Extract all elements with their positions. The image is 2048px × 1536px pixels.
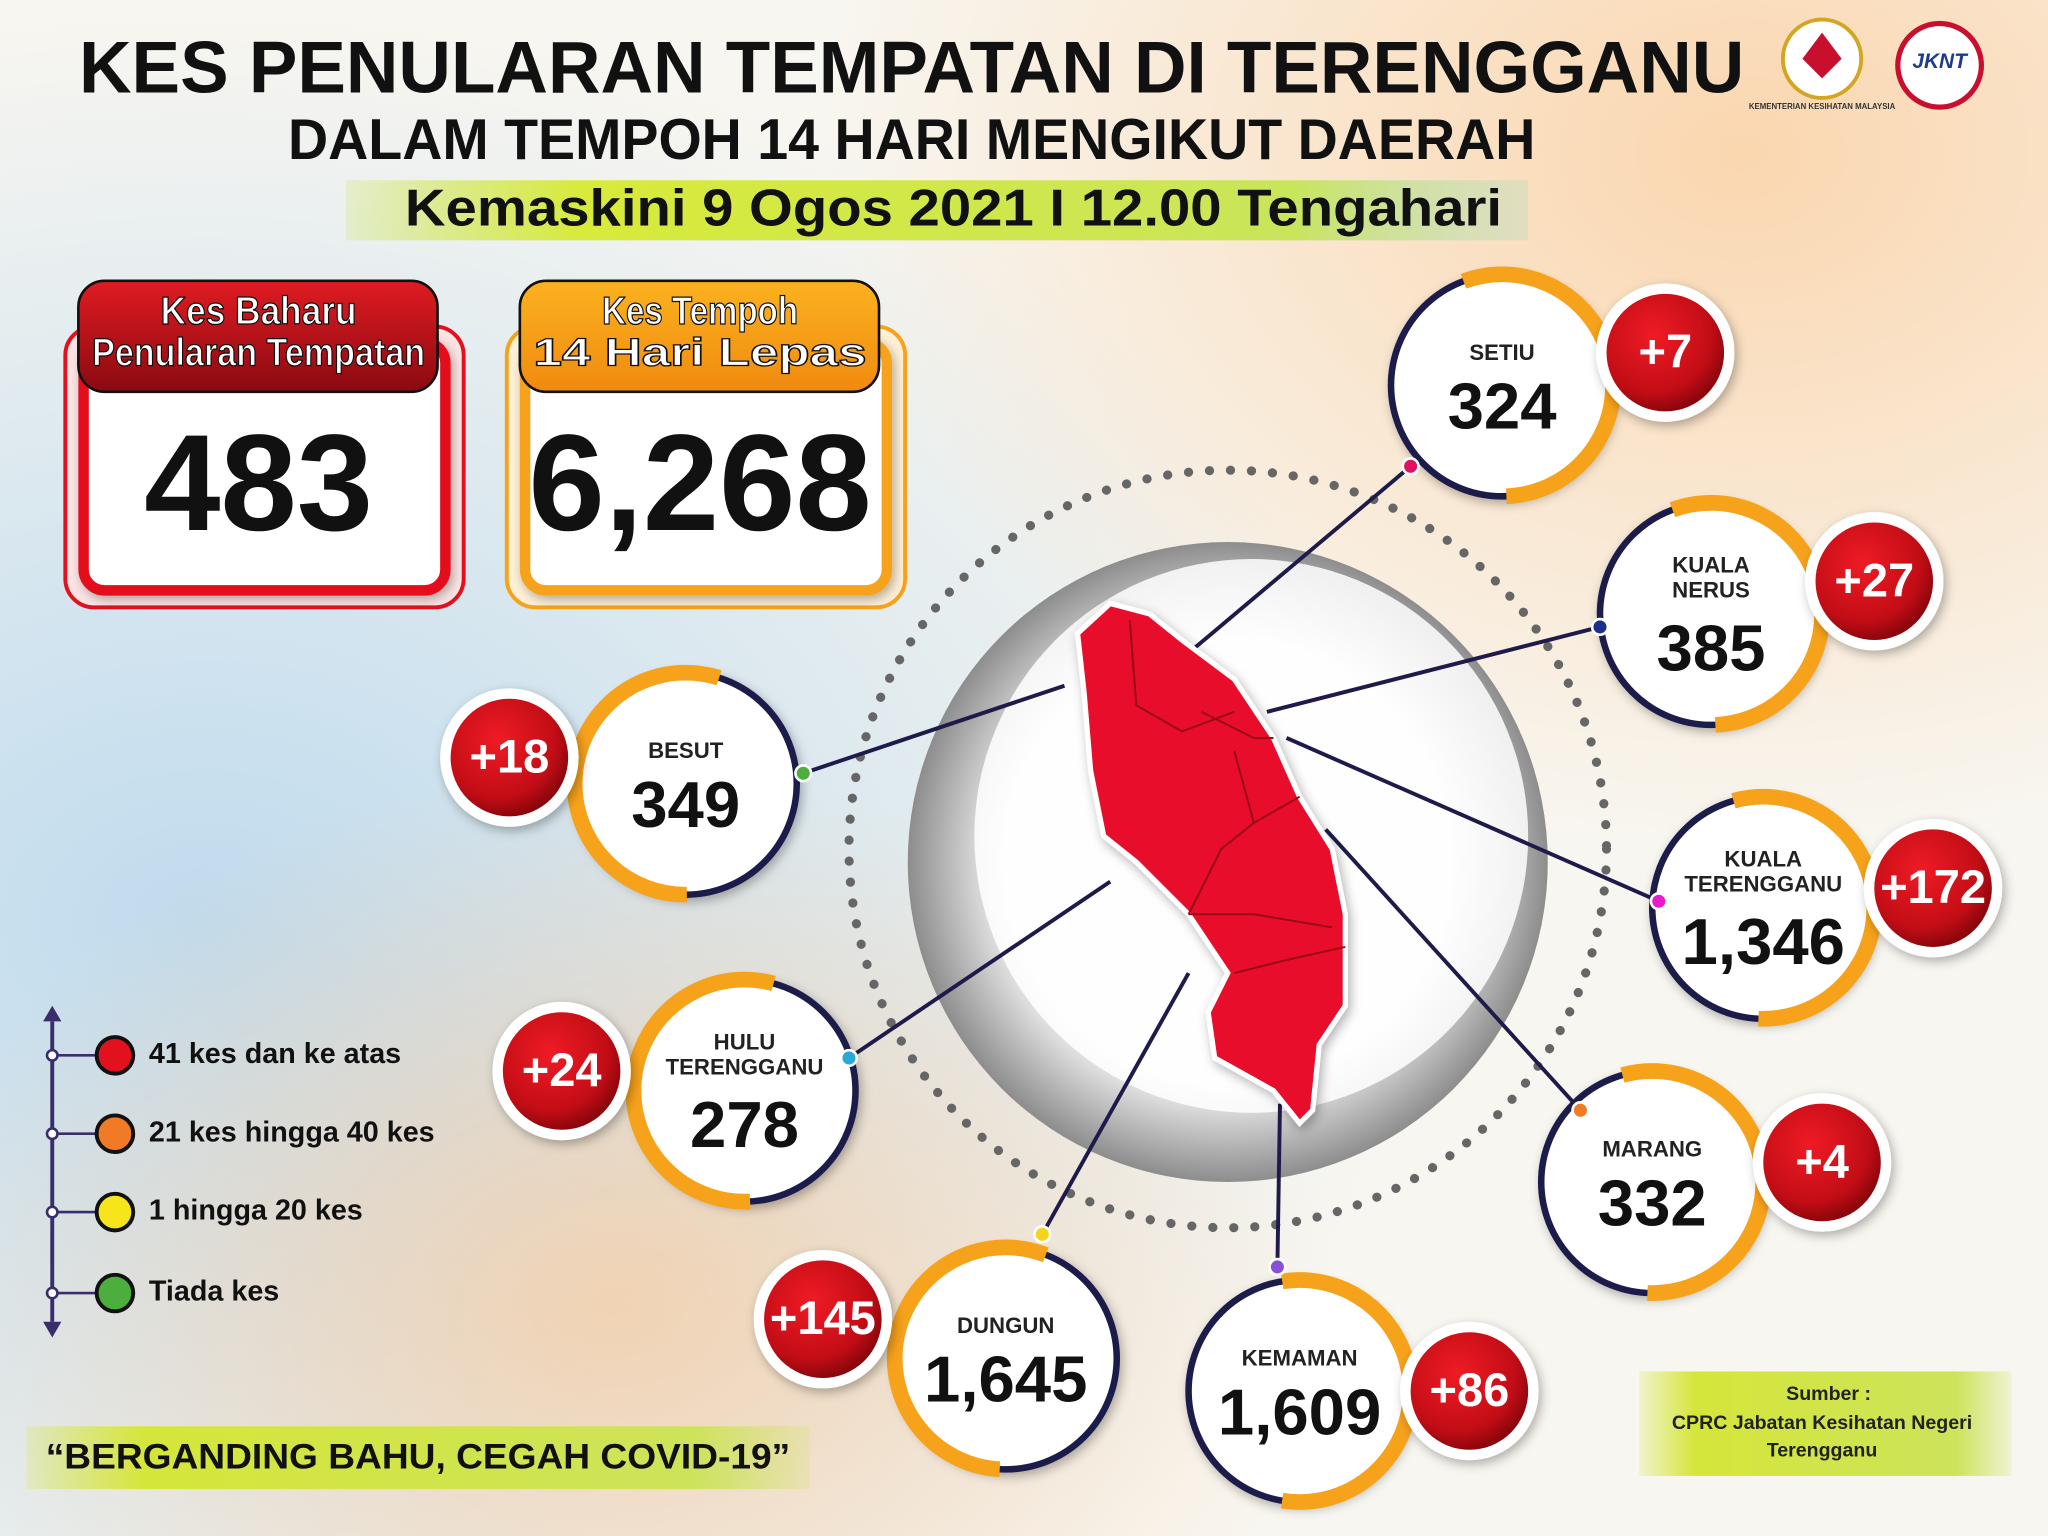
- connector-dot: [1033, 1225, 1052, 1244]
- district-new: +7: [1639, 325, 1693, 378]
- logo-jknt: [1895, 20, 1984, 110]
- district-total: 278: [690, 1088, 799, 1161]
- district-total: 349: [631, 768, 740, 841]
- badge: [1815, 522, 1934, 640]
- badge: [1410, 1332, 1529, 1450]
- badge: [450, 698, 569, 817]
- district-total: 332: [1598, 1166, 1707, 1239]
- district-name: KUALA: [1724, 847, 1802, 872]
- connector-line: [1187, 464, 1412, 655]
- connector-dot: [1268, 1257, 1287, 1277]
- subtitle: DALAM TEMPOH 14 HARI MENGIKUT DAERAH: [288, 108, 1535, 172]
- district-name: MARANG: [1602, 1137, 1702, 1162]
- connector-line: [802, 683, 1066, 776]
- district-ring-arc: [566, 664, 805, 903]
- connector-dot: [1649, 892, 1668, 911]
- connector-line: [1266, 625, 1601, 714]
- connector-line: [847, 880, 1112, 1060]
- summary-value: 6,268: [529, 407, 872, 560]
- legend-tick: [45, 1205, 59, 1219]
- badge: [1763, 1103, 1881, 1222]
- district-name: TERENGGANU: [666, 1054, 824, 1079]
- district-new: +86: [1430, 1363, 1510, 1416]
- summary-label: 14 Hari Lepas: [534, 332, 867, 375]
- legend-label: 21 kes hingga 40 kes: [149, 1116, 435, 1148]
- connector-line: [1324, 828, 1582, 1112]
- badge: [1606, 293, 1725, 412]
- district-new: +27: [1834, 553, 1914, 606]
- district-total: 1,609: [1218, 1375, 1381, 1448]
- dotted-ring: [844, 465, 1612, 1233]
- logo-jknt-text: JKNT: [1912, 50, 1969, 73]
- legend-label: 41 kes dan ke atas: [149, 1038, 401, 1070]
- district-ring-arc: [886, 1239, 1125, 1478]
- district-new: +24: [522, 1043, 602, 1096]
- summary-value: 483: [144, 407, 373, 560]
- legend-dot: [94, 1035, 136, 1076]
- legend-tick: [45, 1127, 59, 1141]
- legend-label: 1 hingga 20 kes: [149, 1195, 363, 1227]
- summary-label: Penularan Tempatan: [92, 332, 425, 375]
- logo-caption: KEMENTERIAN KESIHATAN MALAYSIA: [1749, 102, 1896, 111]
- summary-label: Kes Tempoh: [602, 290, 798, 333]
- legend-dot: [94, 1272, 136, 1314]
- slogan-banner: [26, 1426, 810, 1489]
- district-name: SETIU: [1469, 340, 1534, 365]
- source-label: Sumber :: [1786, 1383, 1871, 1405]
- logo-emblem: [1802, 32, 1842, 79]
- connector-dot: [794, 764, 813, 783]
- district-name: KEMAMAN: [1242, 1346, 1358, 1371]
- district-name: NERUS: [1672, 578, 1750, 603]
- update-date: Kemaskini 9 Ogos 2021 I 12.00 Tengahari: [405, 179, 1502, 237]
- source-banner: [1639, 1371, 2012, 1476]
- connector-dot: [1571, 1101, 1590, 1120]
- district-total: 1,645: [924, 1343, 1087, 1416]
- connector-dot: [1401, 457, 1420, 476]
- district-total: 385: [1657, 611, 1766, 684]
- district-name: DUNGUN: [957, 1313, 1054, 1338]
- district-name: BESUT: [648, 738, 724, 763]
- district-new: +145: [770, 1291, 876, 1344]
- slogan: “BERGANDING BAHU, CEGAH COVID-19”: [46, 1437, 790, 1476]
- title: KES PENULARAN TEMPATAN DI TERENGGANU: [79, 27, 1744, 108]
- connector-dot: [839, 1048, 859, 1068]
- badge: [1874, 829, 1992, 947]
- legend-tick: [45, 1286, 59, 1300]
- legend-dot: [94, 1191, 136, 1233]
- legend-label: Tiada kes: [149, 1276, 279, 1308]
- connector-line: [1285, 736, 1660, 904]
- update-banner: [346, 180, 1529, 241]
- legend-tick: [45, 1048, 59, 1062]
- district-total: 1,346: [1682, 905, 1845, 978]
- district-name: TERENGGANU: [1684, 871, 1842, 896]
- connector-line: [1275, 1103, 1282, 1267]
- legend-dot: [94, 1113, 136, 1154]
- district-group: SETIU324+7KUALANERUS385+27KUALATERENGGAN…: [440, 266, 2003, 1510]
- district-name: HULU: [714, 1029, 776, 1054]
- district-new: +18: [470, 730, 550, 783]
- source-text: CPRC Jabatan Kesihatan Negeri: [1672, 1412, 1972, 1434]
- terengganu-map: [1074, 600, 1348, 1128]
- summary-header: [77, 279, 439, 394]
- connector-line: [1040, 972, 1191, 1236]
- source-text: Terengganu: [1767, 1439, 1878, 1461]
- district-name: KUALA: [1672, 553, 1750, 578]
- connector-dot: [1590, 617, 1610, 637]
- legend: 41 kes dan ke atas 21 kes hingga 40 kes 1 …: [45, 1035, 435, 1314]
- connector-group: [802, 464, 1660, 1267]
- badge: [764, 1260, 882, 1378]
- district-new: +4: [1795, 1134, 1849, 1187]
- summary-label: Kes Baharu: [161, 290, 357, 333]
- summary-header: [518, 279, 881, 394]
- badge: [502, 1012, 621, 1130]
- district-borders: [1128, 620, 1346, 975]
- district-total: 324: [1448, 370, 1557, 443]
- district-new: +172: [1880, 860, 1986, 913]
